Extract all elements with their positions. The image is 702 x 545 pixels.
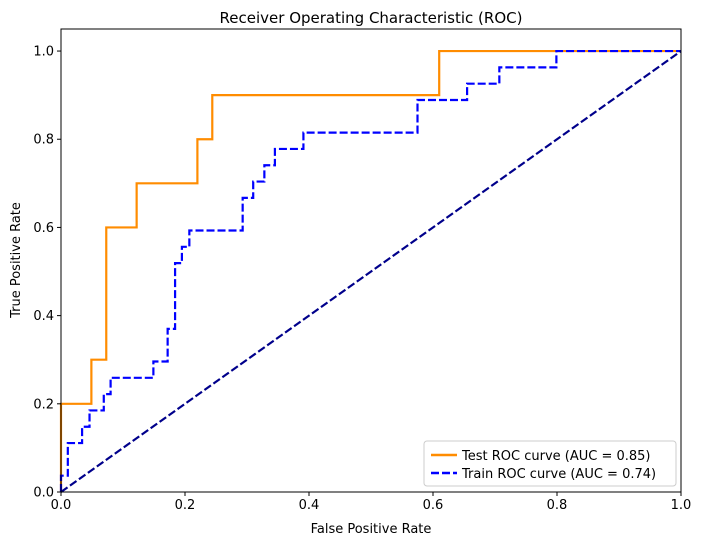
x-tick-label: 0.0	[51, 498, 72, 513]
x-tick-label: 0.2	[175, 498, 196, 513]
x-axis-ticks: 0.0 0.2 0.4 0.6 0.8 1.0	[51, 492, 692, 513]
legend-label-train: Train ROC curve (AUC = 0.74)	[461, 467, 656, 482]
y-axis-label: True Positive Rate	[9, 202, 24, 319]
y-tick-label: 0.4	[33, 309, 54, 324]
y-tick-label: 0.8	[33, 133, 54, 148]
series-line-1	[59, 49, 681, 492]
series-line-2	[60, 50, 682, 493]
x-tick-label: 0.6	[423, 498, 444, 513]
y-axis-ticks: 0.0 0.2 0.4 0.6 0.8 1.0	[33, 45, 61, 501]
legend-box	[423, 440, 677, 487]
legend: Test ROC curve (AUC = 0.85) Train ROC cu…	[423, 440, 677, 487]
y-tick-label: 0.0	[33, 486, 54, 501]
chart-title: Receiver Operating Characteristic (ROC)	[220, 9, 523, 27]
series-layer	[59, 49, 682, 493]
plot-area	[59, 28, 682, 493]
y-tick-label: 0.6	[33, 221, 54, 236]
x-tick-label: 1.0	[671, 498, 692, 513]
y-tick-label: 0.2	[33, 397, 54, 412]
x-tick-label: 0.8	[547, 498, 568, 513]
plot-frame	[60, 28, 682, 493]
x-axis-label: False Positive Rate	[311, 522, 432, 537]
legend-label-test: Test ROC curve (AUC = 0.85)	[461, 449, 651, 464]
series-line-0	[59, 49, 681, 492]
y-tick-label: 1.0	[33, 45, 54, 60]
x-tick-label: 0.4	[299, 498, 320, 513]
